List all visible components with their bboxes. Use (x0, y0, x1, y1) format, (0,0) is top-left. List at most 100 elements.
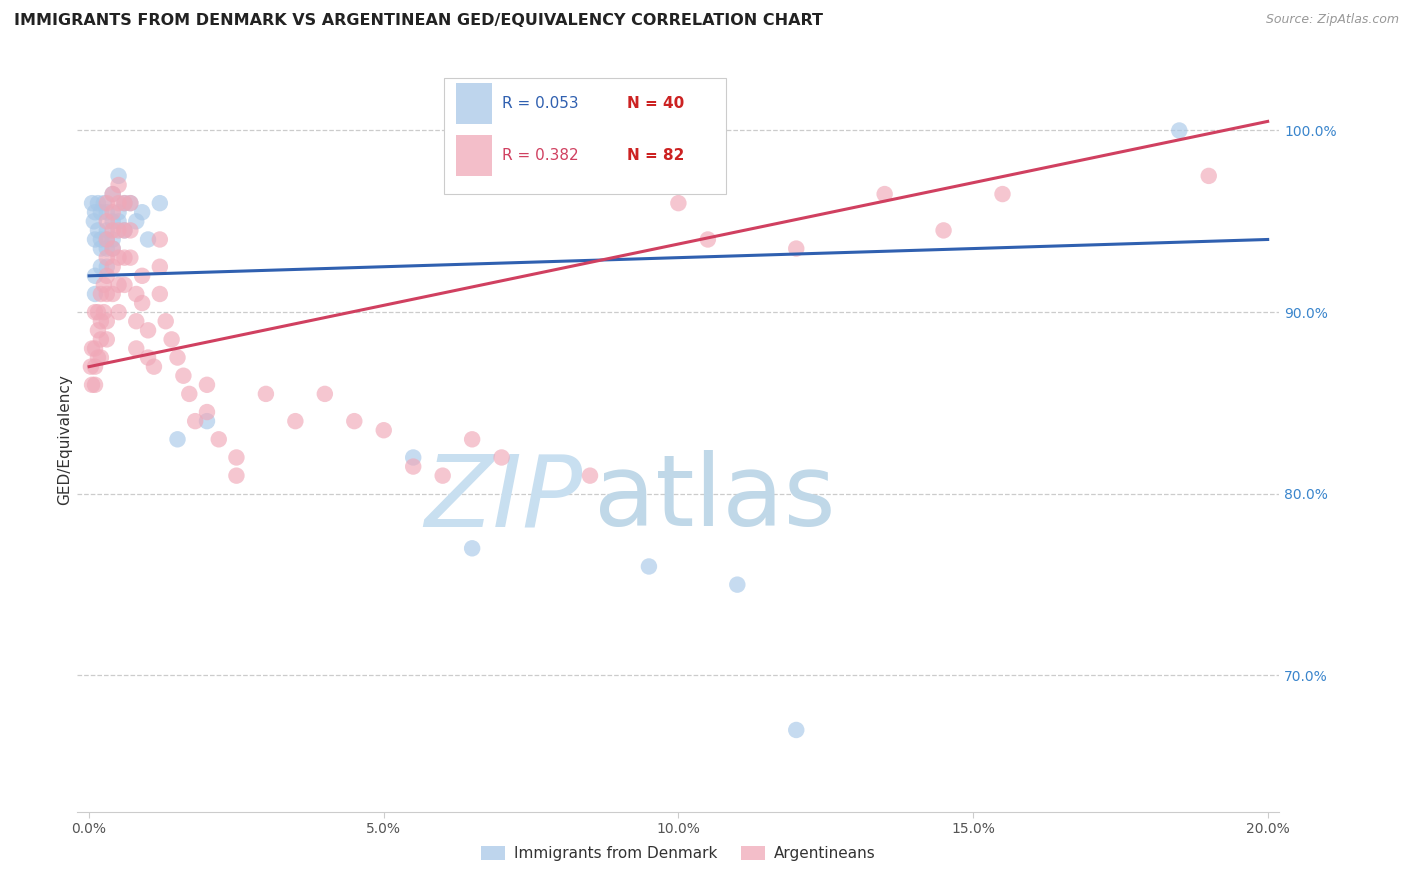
Point (87, 196, 110, 211)
Point (96, 332, 118, 346)
Text: R = 0.053: R = 0.053 (502, 96, 578, 112)
Point (96, 268, 118, 283)
Point (107, 196, 129, 211)
Point (87, 351, 110, 365)
Point (991, 187, 1014, 202)
Point (1198, 169, 1220, 183)
Point (254, 387, 277, 401)
Point (461, 433, 484, 447)
Point (84, 359, 107, 374)
Point (101, 242, 124, 256)
Point (225, 468, 247, 483)
Point (120, 251, 142, 265)
Point (125, 342, 148, 356)
Text: Source: ZipAtlas.com: Source: ZipAtlas.com (1265, 13, 1399, 27)
Point (107, 223, 129, 237)
Point (432, 468, 454, 483)
Point (84, 205, 107, 219)
Point (136, 232, 159, 246)
Point (101, 214, 124, 228)
Point (96, 223, 118, 237)
Point (155, 314, 177, 328)
Point (101, 260, 124, 274)
Point (84, 377, 107, 392)
Point (696, 232, 718, 246)
Point (195, 405, 218, 419)
Point (90, 314, 112, 328)
Text: N = 40: N = 40 (627, 96, 683, 112)
Point (638, 559, 661, 574)
Point (101, 287, 124, 301)
Point (87, 223, 110, 237)
Point (120, 196, 142, 211)
Point (101, 205, 124, 219)
Point (314, 387, 336, 401)
Point (96, 232, 118, 246)
Point (179, 387, 201, 401)
Point (125, 314, 148, 328)
Point (96, 205, 118, 219)
Point (402, 450, 425, 465)
Point (343, 414, 366, 428)
Point (87, 305, 110, 319)
Point (101, 187, 124, 202)
Point (579, 468, 602, 483)
Point (195, 414, 218, 428)
Point (96, 196, 118, 211)
Point (107, 214, 129, 228)
Point (80, 342, 103, 356)
Point (166, 351, 188, 365)
Point (136, 323, 159, 337)
Point (90, 205, 112, 219)
Point (114, 277, 136, 292)
Legend: Immigrants from Denmark, Argentineans: Immigrants from Denmark, Argentineans (475, 839, 882, 867)
FancyBboxPatch shape (456, 136, 492, 177)
Point (149, 196, 172, 211)
Point (142, 359, 165, 374)
Point (90, 332, 112, 346)
Point (114, 223, 136, 237)
Point (84, 232, 107, 246)
Point (373, 423, 395, 437)
Point (90, 287, 112, 301)
Point (125, 214, 148, 228)
Point (149, 260, 172, 274)
Point (284, 414, 307, 428)
Point (184, 414, 207, 428)
Point (131, 205, 153, 219)
Point (107, 205, 129, 219)
Point (114, 251, 136, 265)
Point (461, 541, 484, 556)
Point (90, 351, 112, 365)
Point (172, 368, 194, 383)
Point (83, 214, 105, 228)
Point (96, 232, 118, 246)
Text: ZIP: ZIP (425, 450, 582, 548)
Point (80, 196, 103, 211)
Point (96, 314, 118, 328)
Point (725, 577, 748, 591)
Text: IMMIGRANTS FROM DENMARK VS ARGENTINEAN GED/EQUIVALENCY CORRELATION CHART: IMMIGRANTS FROM DENMARK VS ARGENTINEAN G… (14, 13, 823, 29)
Point (131, 296, 153, 310)
Point (149, 287, 172, 301)
Y-axis label: GED/Equivalency: GED/Equivalency (56, 374, 72, 505)
Point (96, 287, 118, 301)
Point (208, 433, 231, 447)
Point (785, 242, 807, 256)
Point (107, 169, 129, 183)
Point (107, 305, 129, 319)
Point (120, 223, 142, 237)
Point (93, 305, 115, 319)
Point (131, 268, 153, 283)
Text: N = 82: N = 82 (627, 148, 685, 163)
Point (125, 287, 148, 301)
Point (90, 232, 112, 246)
Text: R = 0.382: R = 0.382 (502, 148, 578, 163)
Point (149, 232, 172, 246)
Point (195, 377, 218, 392)
Point (932, 223, 955, 237)
Point (120, 196, 142, 211)
Point (84, 305, 107, 319)
Point (785, 723, 807, 737)
Point (136, 351, 159, 365)
